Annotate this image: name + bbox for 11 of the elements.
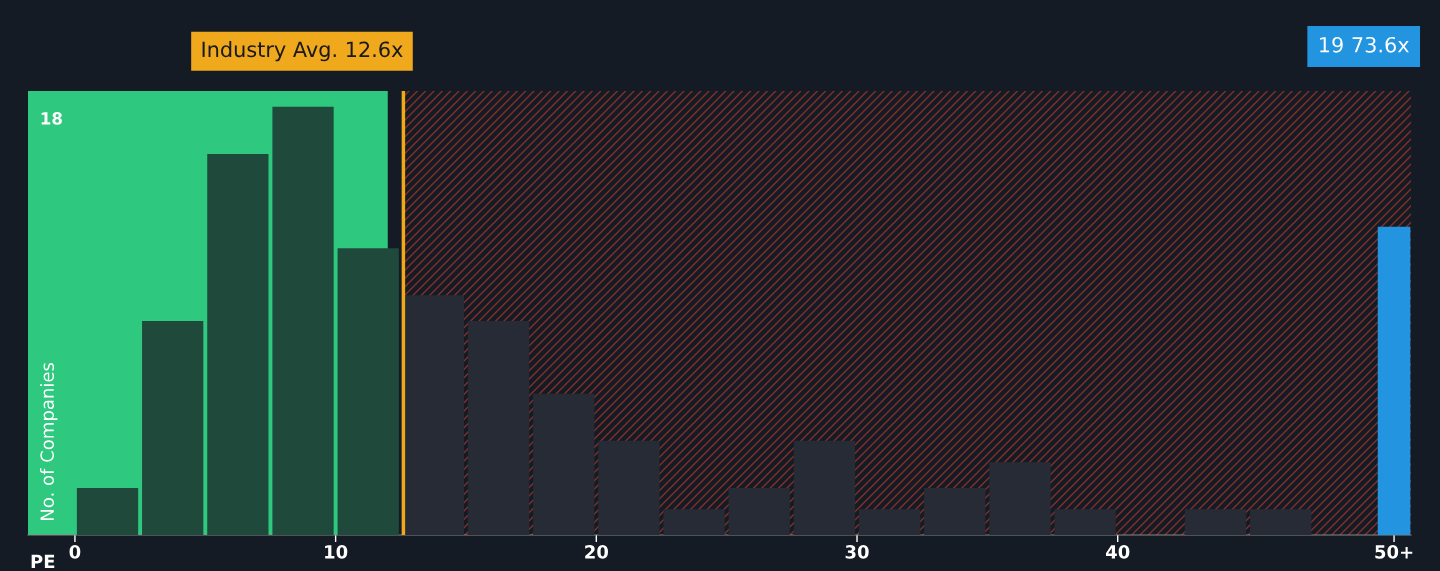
x-tick-label: 40 (1105, 545, 1130, 559)
annotation: 18 (41, 112, 62, 125)
y-axis-title: No. of Companies (40, 362, 58, 520)
x-tick-label: 0 (69, 545, 81, 559)
x-tick-label: 10 (325, 545, 348, 559)
x-tick-label: 50+ (1375, 545, 1413, 559)
text: 19 73.6x (1320, 36, 1409, 53)
x-tick-label: 20 (585, 545, 609, 559)
ref-line-label: Industry Avg. 12.6x (202, 41, 403, 62)
x-tick-label: 30 (845, 545, 869, 559)
x-axis-title: PE (31, 554, 55, 568)
